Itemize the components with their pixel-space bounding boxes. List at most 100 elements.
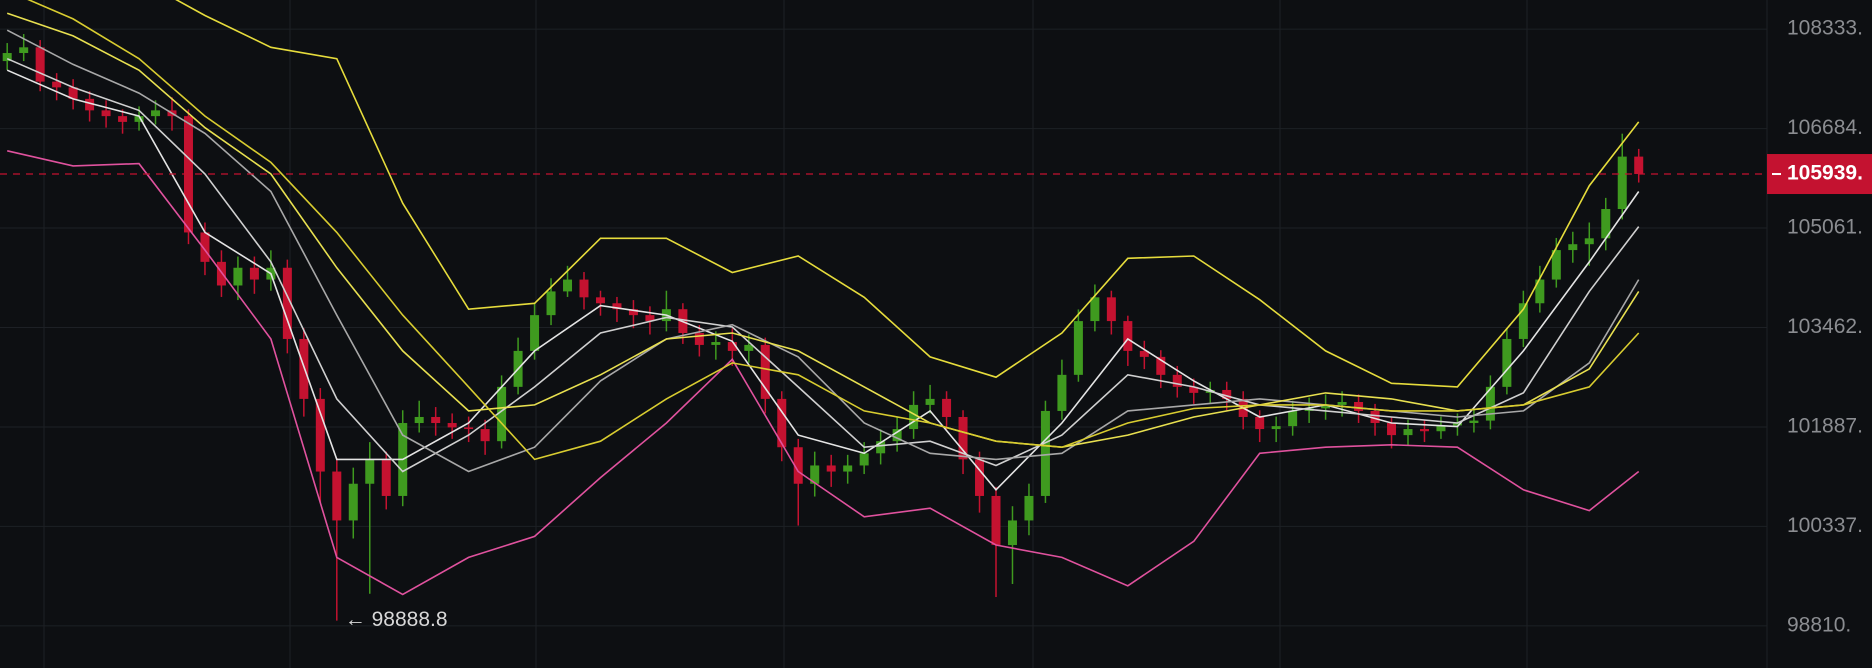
- candle-body: [464, 427, 474, 430]
- candle-body: [958, 416, 968, 460]
- candle-body: [777, 398, 787, 448]
- candle-body: [1452, 423, 1462, 426]
- candle-body: [431, 416, 441, 424]
- candle-body: [497, 386, 507, 442]
- candle-body: [1040, 410, 1050, 496]
- candle-body: [1024, 495, 1034, 521]
- y-axis: 108333. 106684. 105061. 103462. 101887. 10033…: [1787, 17, 1863, 637]
- candle-body: [1321, 404, 1331, 409]
- candle-body: [1502, 338, 1512, 387]
- candle-body: [118, 116, 128, 122]
- candle-body: [1354, 401, 1364, 411]
- candle-body: [909, 404, 919, 430]
- candle-body: [2, 53, 12, 62]
- candle-body: [1535, 279, 1545, 304]
- candle-body: [1337, 401, 1347, 405]
- candle-body: [645, 315, 655, 322]
- indicator-line: [27, 0, 1640, 461]
- y-tick-label: 105061.: [1787, 216, 1863, 239]
- y-tick-label: 100337.: [1787, 514, 1863, 537]
- candle-body: [315, 398, 325, 472]
- candle-body: [1518, 303, 1528, 339]
- candle-body: [975, 459, 985, 496]
- candle-body: [991, 495, 1001, 546]
- candle-body: [1419, 429, 1429, 432]
- candle-body: [1271, 426, 1281, 430]
- candle-body: [1090, 297, 1100, 322]
- y-tick-label: 108333.: [1787, 17, 1863, 40]
- candle-body: [859, 453, 869, 466]
- y-tick-label: 106684.: [1787, 116, 1863, 139]
- candle-body: [1288, 410, 1298, 427]
- candle-body: [628, 309, 638, 316]
- candle-body: [447, 423, 457, 428]
- candle-body: [233, 267, 243, 286]
- indicator-line: [6, 12, 1640, 449]
- y-tick-label: 103462.: [1787, 315, 1863, 338]
- candle-body: [876, 441, 886, 454]
- candle-body: [1106, 297, 1116, 322]
- candle-body: [579, 279, 589, 298]
- candle-body: [694, 332, 704, 345]
- low-annotation: ← 98888.8: [345, 608, 448, 631]
- candle-body: [1370, 410, 1380, 424]
- candle-body: [1568, 244, 1578, 251]
- candle-body: [1436, 425, 1446, 432]
- candle-body: [1156, 356, 1166, 375]
- candle-body: [711, 342, 721, 345]
- candle-body: [1255, 416, 1265, 430]
- candle-body: [744, 344, 754, 351]
- candle-body: [1007, 520, 1017, 546]
- indicator-line: [7, 150, 1640, 596]
- candle-body: [1551, 250, 1561, 280]
- candle-body: [1469, 420, 1479, 424]
- candle-body: [414, 416, 424, 424]
- candle-body: [793, 447, 803, 484]
- candle-body: [595, 297, 605, 304]
- candle-body: [563, 279, 573, 292]
- candle-body: [530, 315, 540, 351]
- current-price-box: [1767, 154, 1872, 195]
- candle-body: [332, 471, 342, 521]
- candle-body: [1617, 156, 1627, 210]
- indicator-line: [6, 69, 1640, 491]
- candle-body: [925, 398, 935, 405]
- candle-body: [480, 429, 490, 442]
- candle-body: [35, 47, 45, 82]
- candle-body: [760, 344, 770, 399]
- candle-body: [1222, 389, 1232, 399]
- candle-body: [348, 483, 358, 521]
- current-price-label: 105939.: [1787, 162, 1863, 185]
- candle-body: [727, 342, 737, 351]
- y-tick-label: 98810.: [1787, 613, 1851, 636]
- candle-body: [1387, 423, 1397, 436]
- candle-body: [381, 459, 391, 496]
- candle-body: [1403, 429, 1413, 436]
- candle-body: [1584, 238, 1594, 245]
- candle-body: [810, 465, 820, 484]
- candle-body: [892, 429, 902, 442]
- candle-body: [1057, 374, 1067, 411]
- indicator-line: [175, 0, 1640, 388]
- candle-body: [546, 291, 556, 316]
- candle-body: [200, 232, 210, 262]
- candle-body: [1139, 350, 1149, 357]
- candle-body: [52, 81, 62, 88]
- candle-body: [85, 98, 95, 111]
- candle-body: [249, 267, 259, 280]
- indicator-line: [6, 57, 1640, 473]
- candle-body: [1601, 209, 1611, 239]
- candle-body: [299, 338, 309, 399]
- candle-body: [942, 398, 952, 417]
- candle-body: [1073, 321, 1083, 375]
- candle-body: [151, 110, 161, 117]
- candle-body: [216, 261, 226, 286]
- y-tick-label: 101887.: [1787, 415, 1863, 438]
- grid: [0, 28, 1767, 627]
- candle-body: [134, 116, 144, 122]
- candle-body: [826, 465, 836, 472]
- candle-body: [1634, 156, 1644, 175]
- candle-body: [68, 87, 78, 99]
